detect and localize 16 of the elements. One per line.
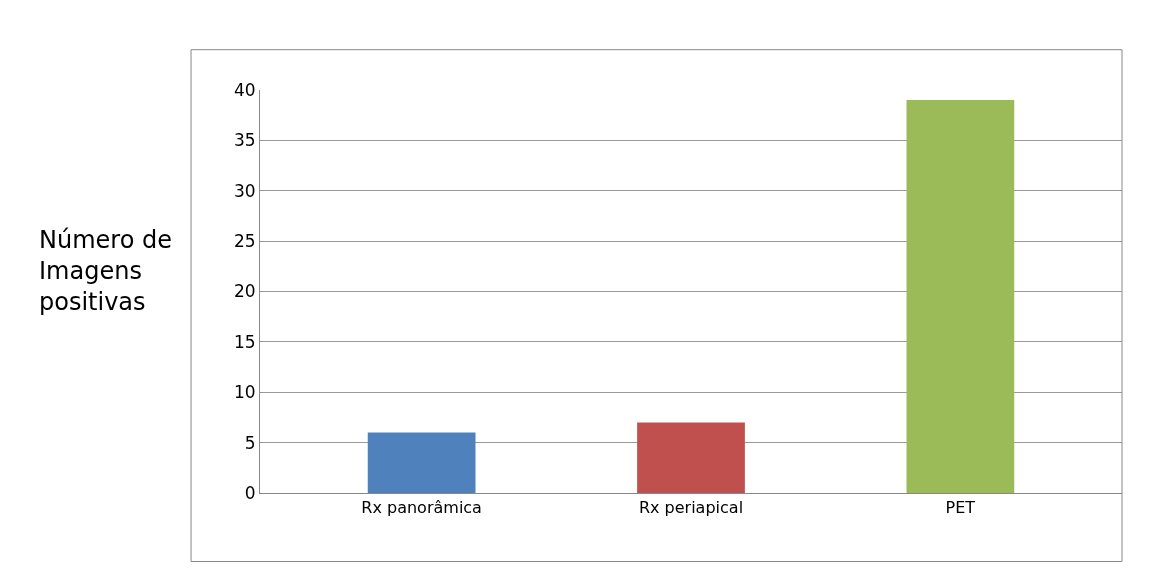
y-tick-label: 40	[233, 79, 256, 100]
bar	[906, 100, 1015, 493]
y-tick-label: 35	[233, 130, 256, 151]
y-tick-label: 10	[233, 382, 256, 403]
y-tick-label: 5	[244, 432, 256, 453]
y-tick-label: 30	[233, 180, 256, 201]
x-tick-label: Rx panorâmica	[361, 498, 482, 518]
y-tick-label: 25	[233, 231, 256, 252]
bar	[637, 422, 745, 493]
y-tick-label: 15	[233, 331, 256, 352]
y-axis-title: Número de Imagens positivas	[39, 226, 172, 317]
x-tick-label: Rx periapical	[638, 498, 744, 518]
bar	[367, 432, 476, 493]
x-tick-label: PET	[945, 498, 976, 518]
y-tick-label: 20	[233, 281, 256, 302]
y-tick-label: 0	[244, 482, 256, 503]
